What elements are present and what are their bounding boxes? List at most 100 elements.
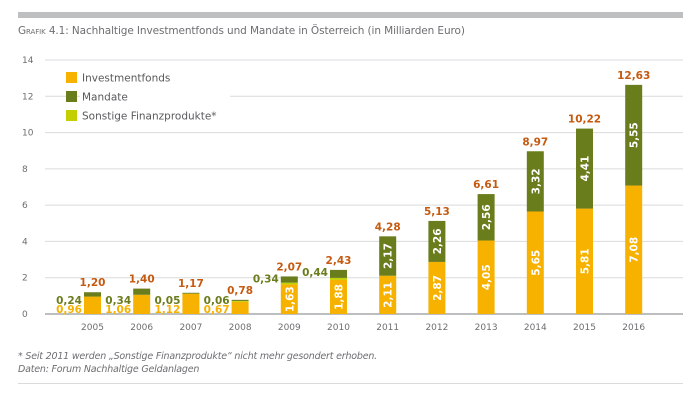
total-label: 1,40 (129, 274, 155, 286)
legend-swatch (66, 72, 77, 83)
legend-mandate: Mandate (66, 90, 230, 104)
x-axis-ticks: 2005 2006 2007 2008 2009 2010 2011 2012 2013 2014… (81, 323, 645, 333)
bar-mandate (428, 220, 446, 262)
x-tick-label: 2013 (475, 323, 498, 333)
top-divider-bar (18, 12, 683, 18)
fonds-label: 0,96 (56, 304, 82, 316)
bar-mandate (330, 269, 347, 278)
y-tick-label: 2 (22, 274, 28, 284)
x-tick-label: 2016 (622, 323, 645, 333)
legend: Investmentfonds Mandate Sonstige Finanzpro… (66, 71, 230, 123)
bar-mandate (379, 236, 397, 276)
bar-sonstige (330, 277, 347, 280)
bar-mandate (526, 151, 544, 212)
mandate-label: 0,05 (154, 295, 180, 307)
legend-text-bg (80, 90, 230, 103)
fonds-label: 1,12 (154, 304, 180, 316)
mandate-label: 2,17 (383, 243, 395, 269)
chart-title-text: Nachhaltige Investmentfonds und Mandate … (68, 25, 465, 37)
bar-investmentfonds (280, 284, 298, 314)
legend-label: Investmentfonds (82, 73, 170, 85)
total-label: 4,28 (375, 221, 401, 233)
mandate-label: 0,34 (105, 295, 131, 307)
y-tick-label: 6 (22, 201, 28, 211)
bar-mandate (280, 276, 298, 283)
total-label: 1,20 (80, 277, 106, 289)
bar-investmentfonds (182, 293, 200, 314)
legend-label: Mandate (82, 92, 128, 104)
y-tick-label: 4 (22, 237, 28, 247)
fonds-label: 4,05 (481, 264, 493, 290)
total-label: 12,63 (617, 70, 650, 82)
total-label: 2,43 (326, 255, 352, 267)
mandate-label: 3,32 (530, 168, 542, 194)
fonds-label: 5,65 (530, 250, 542, 276)
y-axis-ticks: 0 2 4 6 8 10 12 14 (22, 56, 34, 320)
total-label: 1,17 (178, 278, 204, 290)
footnote: * Seit 2011 werden „Sonstige Finanzprodu… (18, 350, 377, 376)
mandate-label: 4,41 (580, 156, 592, 182)
bar-investmentfonds (330, 279, 347, 314)
bar-investmentfonds (526, 211, 544, 314)
y-tick-label: 8 (22, 165, 28, 175)
x-tick-label: 2008 (229, 323, 252, 333)
bar-mandate (133, 288, 151, 295)
fonds-label: 1,63 (284, 286, 296, 312)
legend-text-bg (80, 71, 230, 84)
legend-swatch (66, 91, 77, 102)
mandate-label: 0,24 (56, 295, 82, 307)
mandate-label: 0,34 (253, 273, 279, 285)
total-label: 6,61 (473, 179, 499, 191)
fonds-label: 1,06 (105, 304, 131, 316)
y-tick-label: 10 (22, 129, 34, 139)
legend-swatch (66, 110, 77, 121)
x-tick-label: 2015 (573, 323, 596, 333)
y-tick-label: 0 (22, 310, 28, 320)
bar-mandate (576, 128, 593, 209)
bar-mandate (625, 84, 643, 186)
bars (84, 84, 643, 314)
fonds-label: 2,87 (432, 275, 444, 301)
bar-sonstige (280, 282, 298, 285)
x-tick-label: 2006 (130, 323, 153, 333)
y-tick-label: 12 (22, 92, 33, 102)
bar-investmentfonds (477, 240, 495, 314)
legend-sonstige: Sonstige Finanzprodukte* (66, 109, 230, 123)
data-labels: 1,200,960,241,401,060,341,171,120,050,78… (56, 70, 650, 316)
mandate-label: 2,56 (481, 204, 493, 230)
total-label: 8,97 (522, 136, 548, 148)
footnote-note: * Seit 2011 werden „Sonstige Finanzprodu… (18, 351, 377, 362)
x-tick-label: 2012 (425, 323, 448, 333)
chart-title-prefix: Grafik 4.1: (18, 25, 69, 37)
bar-investmentfonds (84, 296, 101, 314)
x-tick-label: 2011 (376, 323, 399, 333)
bar-investmentfonds (133, 294, 151, 314)
x-tick-label: 2010 (327, 323, 350, 333)
footnote-source: Daten: Forum Nachhaltige Geldanlagen (18, 364, 200, 375)
legend-label: Sonstige Finanzprodukte* (82, 111, 217, 123)
fonds-label: 1,88 (334, 284, 346, 310)
x-tick-label: 2009 (278, 323, 301, 333)
bar-investmentfonds (576, 208, 593, 314)
total-label: 2,07 (276, 261, 302, 273)
bar-sonstige (231, 300, 249, 302)
bar-investmentfonds (428, 261, 446, 314)
x-tick-label: 2007 (179, 323, 202, 333)
y-tick-label: 14 (22, 56, 34, 66)
fonds-label: 7,08 (629, 237, 641, 263)
total-label: 5,13 (424, 206, 450, 218)
mandate-label: 0,06 (204, 295, 230, 307)
bar-mandate (477, 194, 495, 241)
fonds-label: 2,11 (383, 282, 395, 308)
mandate-label: 5,55 (629, 122, 641, 148)
bar-mandate (231, 299, 249, 301)
bar-investmentfonds (231, 301, 249, 314)
x-tick-label: 2014 (524, 323, 547, 333)
fonds-label: 0,67 (204, 304, 230, 316)
total-label: 10,22 (568, 114, 601, 126)
fonds-label: 5,81 (580, 248, 592, 274)
legend-text-bg (80, 109, 230, 122)
chart-title: Grafik 4.1: Nachhaltige Investmentfonds … (18, 25, 465, 37)
total-label: 0,78 (227, 285, 253, 297)
